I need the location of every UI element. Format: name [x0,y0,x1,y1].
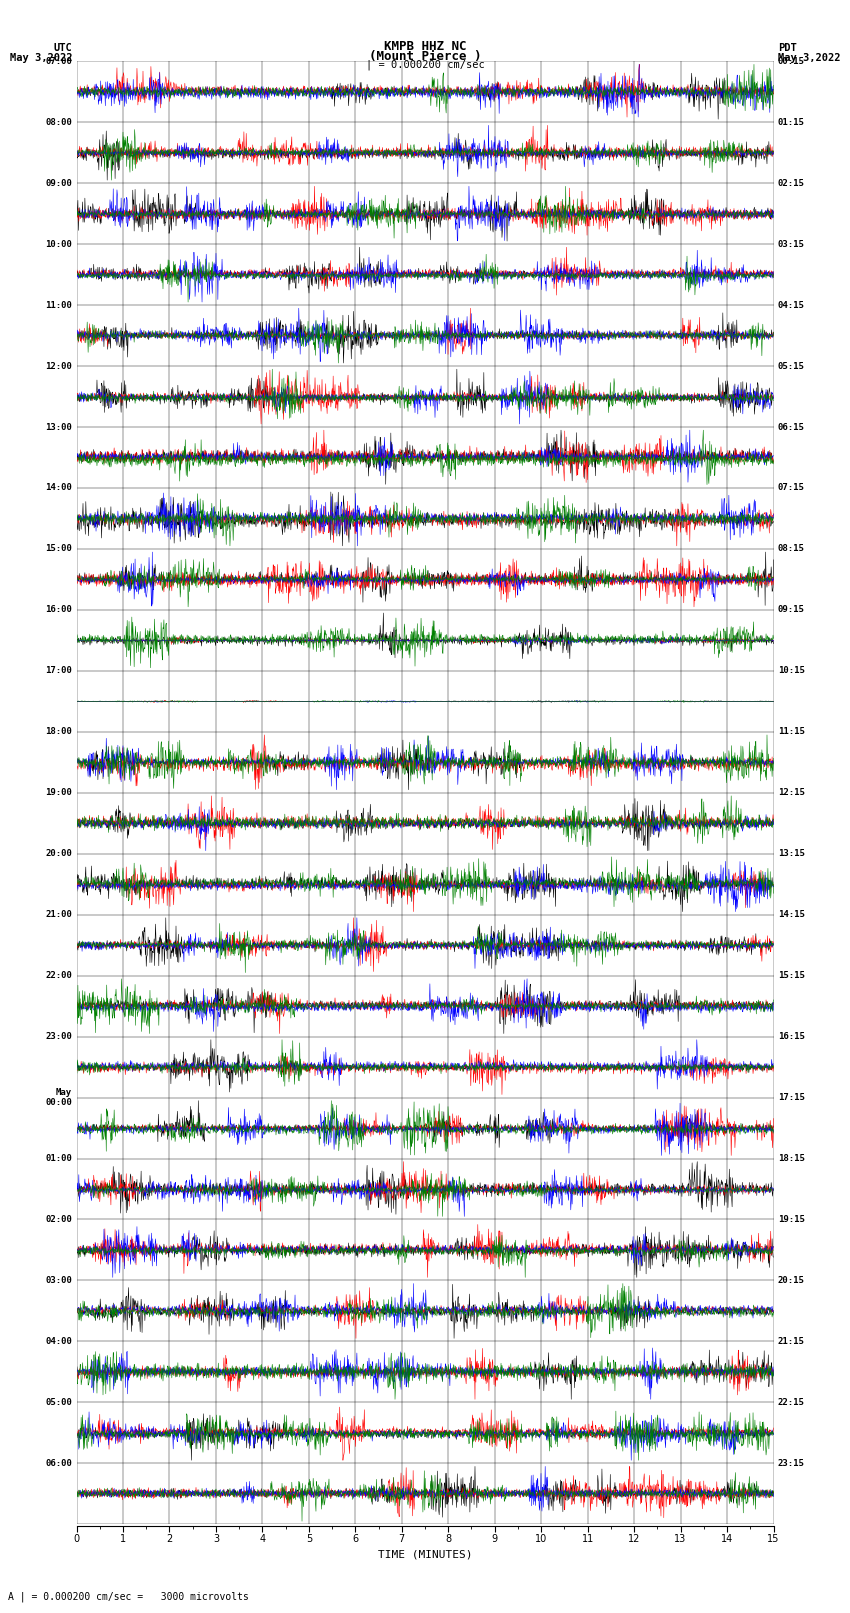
Text: 13:15: 13:15 [778,850,805,858]
Text: 21:15: 21:15 [778,1337,805,1345]
Text: 15:00: 15:00 [45,545,72,553]
Text: UTC: UTC [54,44,72,53]
Text: 11:00: 11:00 [45,300,72,310]
Text: 09:15: 09:15 [778,605,805,615]
Text: 07:00: 07:00 [45,56,72,66]
X-axis label: TIME (MINUTES): TIME (MINUTES) [377,1550,473,1560]
Text: 20:15: 20:15 [778,1276,805,1286]
Text: 03:00: 03:00 [45,1276,72,1286]
Text: (Mount Pierce ): (Mount Pierce ) [369,50,481,63]
Text: 05:00: 05:00 [45,1398,72,1407]
Text: 17:00: 17:00 [45,666,72,676]
Text: 19:15: 19:15 [778,1215,805,1224]
Text: PDT: PDT [778,44,796,53]
Text: A | = 0.000200 cm/sec =   3000 microvolts: A | = 0.000200 cm/sec = 3000 microvolts [8,1592,249,1602]
Text: 22:15: 22:15 [778,1398,805,1407]
Text: 02:15: 02:15 [778,179,805,187]
Text: 22:00: 22:00 [45,971,72,981]
Text: May 3,2022: May 3,2022 [9,53,72,63]
Text: 14:00: 14:00 [45,484,72,492]
Text: 21:00: 21:00 [45,910,72,919]
Text: 04:15: 04:15 [778,300,805,310]
Text: 12:15: 12:15 [778,789,805,797]
Text: 15:15: 15:15 [778,971,805,981]
Text: 14:15: 14:15 [778,910,805,919]
Text: 04:00: 04:00 [45,1337,72,1345]
Text: 05:15: 05:15 [778,361,805,371]
Text: 07:15: 07:15 [778,484,805,492]
Text: 12:00: 12:00 [45,361,72,371]
Text: 10:00: 10:00 [45,240,72,248]
Text: 08:15: 08:15 [778,545,805,553]
Text: 09:00: 09:00 [45,179,72,187]
Text: May
00:00: May 00:00 [45,1087,72,1107]
Text: 18:00: 18:00 [45,727,72,736]
Text: 11:15: 11:15 [778,727,805,736]
Text: 16:15: 16:15 [778,1032,805,1040]
Text: 17:15: 17:15 [778,1094,805,1102]
Text: 23:15: 23:15 [778,1458,805,1468]
Text: 18:15: 18:15 [778,1153,805,1163]
Text: 13:00: 13:00 [45,423,72,432]
Text: 06:00: 06:00 [45,1458,72,1468]
Text: 19:00: 19:00 [45,789,72,797]
Text: 03:15: 03:15 [778,240,805,248]
Text: 16:00: 16:00 [45,605,72,615]
Text: 08:00: 08:00 [45,118,72,127]
Text: 20:00: 20:00 [45,850,72,858]
Text: 10:15: 10:15 [778,666,805,676]
Text: 01:15: 01:15 [778,118,805,127]
Text: KMPB HHZ NC: KMPB HHZ NC [383,40,467,53]
Text: 02:00: 02:00 [45,1215,72,1224]
Text: 23:00: 23:00 [45,1032,72,1040]
Text: May 3,2022: May 3,2022 [778,53,841,63]
Text: | = 0.000200 cm/sec: | = 0.000200 cm/sec [366,60,484,71]
Text: 00:15: 00:15 [778,56,805,66]
Text: 01:00: 01:00 [45,1153,72,1163]
Text: 06:15: 06:15 [778,423,805,432]
